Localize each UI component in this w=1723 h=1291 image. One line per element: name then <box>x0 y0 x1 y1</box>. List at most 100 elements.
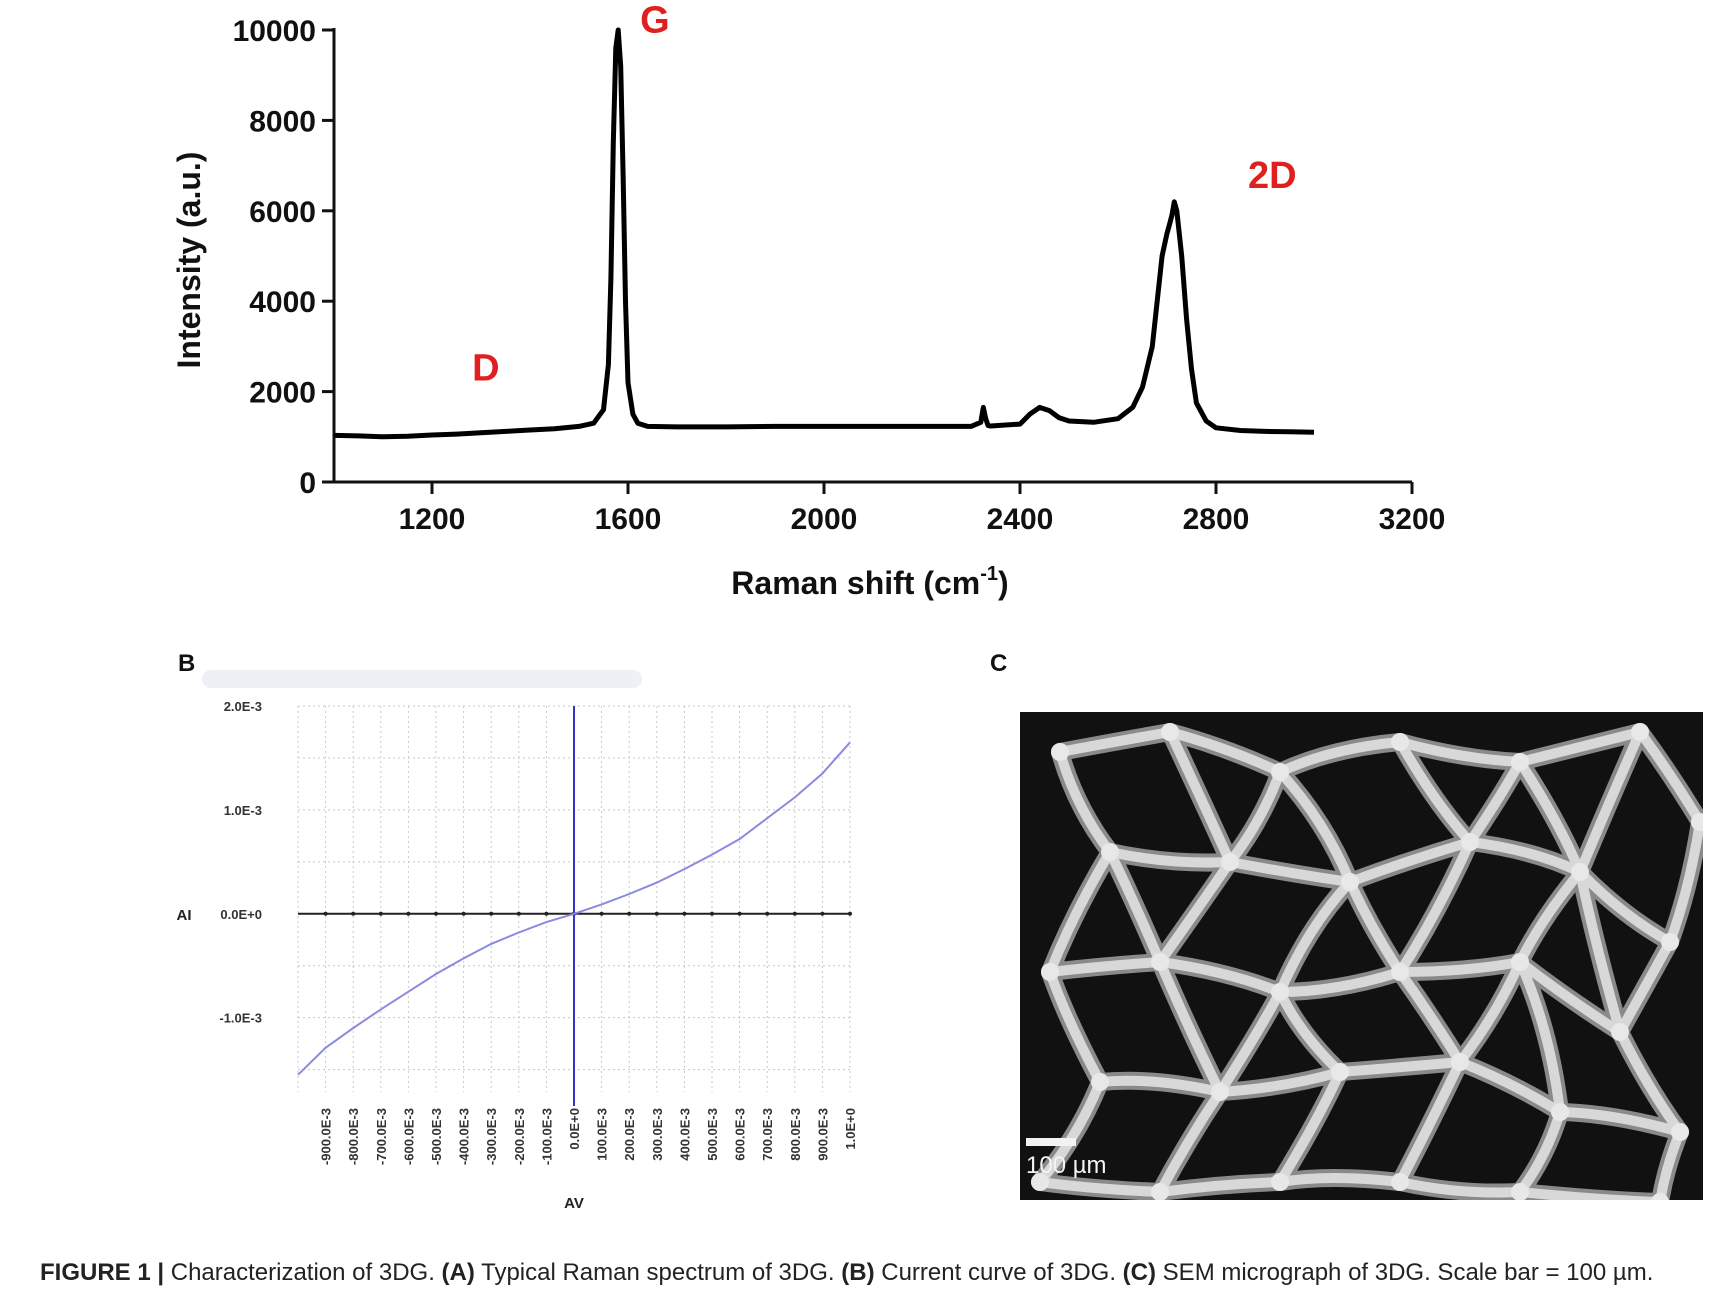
zero-axis-marker <box>434 911 438 916</box>
foam-strut <box>1515 957 1565 1117</box>
scale-bar-label: 100 µm <box>1026 1152 1107 1179</box>
foam-strut <box>1455 1057 1565 1117</box>
x-axis-label-main: Raman shift (cm <box>731 565 980 601</box>
y-tick-label: 2.0E-3 <box>224 699 262 714</box>
caption-c-text: SEM micrograph of 3DG. Scale bar = 100 µ… <box>1162 1259 1654 1286</box>
foam-strut <box>1155 957 1285 997</box>
foam-strut <box>1045 967 1105 1087</box>
foam-strut <box>1515 957 1625 1037</box>
foam-node <box>1391 1173 1409 1191</box>
x-tick-label: 800.0E-3 <box>788 1108 803 1161</box>
zero-axis-marker <box>848 911 852 916</box>
zero-axis-marker <box>765 911 770 916</box>
x-tick-label: -200.0E-3 <box>512 1108 527 1165</box>
foam-node <box>1391 733 1409 751</box>
sem-foam-image <box>1031 723 1703 1200</box>
foam-strut <box>1035 1177 1165 1197</box>
x-tick-label: -400.0E-3 <box>457 1108 472 1165</box>
foam-strut <box>1465 837 1585 877</box>
foam-node <box>1611 1023 1629 1041</box>
foam-strut <box>1275 987 1345 1077</box>
foam-node <box>1671 1123 1689 1141</box>
raman-chart: 0 2000 4000 6000 8000 10000 1200 1600 2000 2400 28… <box>171 0 1446 601</box>
foam-node <box>1511 1183 1529 1200</box>
foam-node <box>1151 953 1169 971</box>
x-tick-label: 700.0E-3 <box>760 1108 775 1161</box>
foam-strut <box>1515 1187 1665 1200</box>
foam-strut <box>1615 937 1675 1037</box>
foam-node <box>1691 813 1703 831</box>
x-tick-label: 400.0E-3 <box>677 1108 692 1161</box>
foam-strut <box>1275 967 1405 997</box>
foam-node <box>1271 763 1289 781</box>
zero-axis-marker <box>682 911 687 916</box>
figure-caption: FIGURE 1 | Characterization of 3DG. (A) … <box>40 1258 1700 1288</box>
foam-strut <box>1105 847 1165 967</box>
foam-strut <box>1395 967 1465 1067</box>
zero-axis-marker <box>792 911 797 916</box>
x-tick-label: -700.0E-3 <box>374 1108 389 1165</box>
x-tick-label: 300.0E-3 <box>650 1108 665 1161</box>
panel-b-letter: B <box>178 650 196 677</box>
foam-strut <box>1635 727 1703 827</box>
zero-axis-marker <box>654 911 659 916</box>
x-tick-label: 100.0E-3 <box>595 1108 610 1161</box>
caption-b-label: (B) <box>841 1259 875 1286</box>
y-tick-label: 2000 <box>249 377 316 410</box>
foam-node <box>1511 953 1529 971</box>
foam-node <box>1631 723 1649 741</box>
foam-strut <box>1395 737 1525 767</box>
x-tick-label: -600.0E-3 <box>401 1108 416 1165</box>
foam-node <box>1651 1193 1669 1200</box>
x-tick-label: -800.0E-3 <box>346 1108 361 1165</box>
foam-node <box>1041 963 1059 981</box>
x-tick-label: 200.0E-3 <box>622 1108 637 1161</box>
current-curve-chart: -1.0E-3 0.0E+0 1.0E-3 2.0E-3 AI -900.0E-3 -800… <box>177 670 858 1212</box>
foam-strut <box>1275 1067 1345 1187</box>
foam-strut <box>1615 1027 1685 1137</box>
foam-strut <box>1665 817 1703 947</box>
foam-node <box>1331 1063 1349 1081</box>
foam-strut <box>1275 737 1405 777</box>
x-tick-label: 1.0E+0 <box>843 1108 858 1150</box>
x-tick-label: -100.0E-3 <box>539 1108 554 1165</box>
foam-strut <box>1155 957 1225 1097</box>
foam-strut <box>1575 867 1675 947</box>
y-tick-label: 6000 <box>249 196 316 229</box>
caption-c-label: (C) <box>1122 1259 1156 1286</box>
foam-node <box>1661 933 1679 951</box>
caption-figure-label: FIGURE 1 | <box>40 1259 165 1286</box>
caption-a-label: (A) <box>441 1259 475 1286</box>
y-axis-label: Intensity (a.u.) <box>171 152 207 369</box>
foam-node <box>1051 743 1069 761</box>
panel-a: 0 2000 4000 6000 8000 10000 1200 1600 2000 2400 28… <box>0 0 1723 640</box>
foam-node <box>1341 873 1359 891</box>
foam-node <box>1151 1183 1169 1200</box>
zero-axis-marker <box>710 911 714 916</box>
x-tick-label: -900.0E-3 <box>319 1108 334 1165</box>
foam-strut <box>1225 767 1285 867</box>
y-tick-label: 0 <box>299 467 316 500</box>
x-axis-label: Raman shift (cm-1) <box>731 563 1008 601</box>
scale-bar <box>1026 1138 1076 1146</box>
zero-axis-marker <box>406 911 411 916</box>
foam-strut <box>1395 837 1475 977</box>
foam-strut <box>1155 1177 1285 1197</box>
sem-foam-struts <box>1031 723 1703 1200</box>
foam-strut <box>1345 877 1405 977</box>
foam-strut <box>1575 867 1625 1037</box>
x-axis-label-sup: -1 <box>980 563 998 585</box>
foam-strut <box>1465 757 1525 847</box>
foam-node <box>1211 1083 1229 1101</box>
zero-axis-marker <box>351 911 356 916</box>
foam-strut <box>1515 727 1645 767</box>
x-tick-label: 3200 <box>1379 503 1446 536</box>
y-axis-label: AI <box>177 907 192 924</box>
foam-strut <box>1055 747 1115 857</box>
zero-axis-marker <box>737 911 742 916</box>
panel-b: B -1.0E-3 0.0E+0 1.0E-3 2.0E-3 AI -900.0E-3 -8… <box>150 640 990 1230</box>
foam-strut <box>1165 727 1235 867</box>
foam-strut <box>1515 757 1585 877</box>
y-tick-label: 8000 <box>249 105 316 138</box>
x-tick-label: 600.0E-3 <box>733 1108 748 1161</box>
